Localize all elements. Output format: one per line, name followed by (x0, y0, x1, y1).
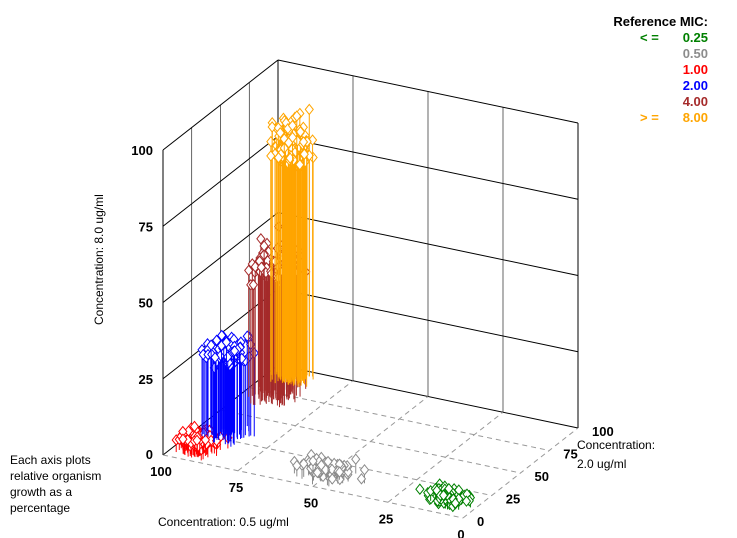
data-point (242, 330, 252, 343)
data-point (359, 464, 370, 476)
data-point (461, 495, 472, 507)
floor-grid-y-50 (220, 409, 521, 474)
y-tick-75: 75 (563, 447, 577, 462)
floor-grid-y-75 (249, 387, 550, 451)
data-point (212, 334, 222, 347)
data-point (298, 136, 309, 148)
legend-value: 0.25 (682, 30, 708, 45)
data-point (450, 497, 460, 509)
data-point (323, 455, 333, 468)
data-point (327, 473, 337, 485)
data-point (343, 466, 353, 478)
data-point (266, 135, 276, 148)
series-0.25 (415, 478, 476, 513)
data-point (438, 489, 449, 502)
series-0.50 (289, 448, 370, 487)
data-point (248, 279, 259, 291)
data-point (192, 434, 202, 447)
legend-value: 0.50 (682, 46, 708, 61)
x-tick-50: 50 (304, 496, 318, 511)
data-point (267, 121, 277, 133)
floor-grid-y-0 (162, 454, 464, 519)
data-point (210, 351, 220, 364)
data-point (256, 261, 267, 274)
data-point (266, 150, 276, 162)
legend-title: Reference MIC: (613, 14, 708, 29)
legend-value: 4.00 (682, 94, 708, 109)
data-point (334, 466, 345, 478)
legend-entry-4.00: 4.00 (596, 94, 708, 109)
y-tick-25: 25 (506, 492, 520, 507)
series-8.00 (266, 103, 318, 387)
legend-operator (640, 46, 674, 61)
y-axis-title-line-1: Concentration: (577, 438, 655, 452)
data-point (256, 232, 266, 245)
series-2.00 (197, 329, 259, 447)
y-tick-50: 50 (535, 469, 549, 484)
data-point (223, 351, 233, 363)
data-point (444, 482, 454, 495)
data-point (259, 240, 269, 252)
legend-entry-2.00: 2.00 (596, 78, 708, 93)
data-point (249, 347, 259, 359)
z-tick-75: 75 (139, 219, 153, 234)
data-point (304, 103, 314, 116)
legend-entries: < = 0.25 0.50 1.00 2.00 4.00 > = 8.00 (596, 30, 708, 125)
legend: Reference MIC: < = 0.25 0.50 1.00 2.00 4.00 > … (596, 14, 708, 125)
legend-entry-0.25: < = 0.25 (596, 30, 708, 45)
legend-operator: < = (640, 30, 659, 45)
legend-value: 8.00 (682, 110, 708, 125)
data-point (200, 434, 211, 446)
legend-entry-8.00: > = 8.00 (596, 110, 708, 125)
data-point (295, 158, 305, 171)
data-point (229, 345, 240, 357)
z-tick-100: 100 (131, 143, 153, 158)
data-point (308, 455, 318, 467)
legend-value: 1.00 (682, 62, 708, 77)
data-point (295, 125, 306, 138)
data-point (221, 336, 232, 349)
y-tick-100: 100 (592, 424, 614, 439)
data-point (292, 110, 302, 122)
data-point (415, 483, 425, 496)
legend-operator (640, 62, 674, 77)
z-tick-25: 25 (139, 372, 153, 387)
legend-entry-1.00: 1.00 (596, 62, 708, 77)
data-marks (171, 103, 476, 513)
data-point (244, 264, 254, 277)
data-point (273, 151, 284, 164)
z-tick-0: 0 (146, 447, 153, 462)
series-1.00 (171, 420, 233, 461)
data-point (299, 148, 309, 161)
data-point (356, 473, 367, 485)
data-point (287, 131, 298, 144)
tick-labels: 25 50 75 100 0 100 75 50 25 0 0 25 50 75 100 (131, 143, 613, 538)
y-axis-title-line-2: 2.0 ug/ml (577, 457, 626, 471)
data-point (178, 433, 188, 446)
z-axis-title: Concentration: 8.0 ug/ml (92, 194, 106, 325)
x-tick-75: 75 (229, 480, 243, 495)
data-point (287, 119, 298, 132)
data-point (206, 339, 216, 351)
legend-operator: > = (640, 110, 659, 125)
data-point (307, 134, 318, 146)
legend-entry-0.50: 0.50 (596, 46, 708, 61)
y-tick-0: 0 (477, 514, 484, 529)
x-tick-100: 100 (150, 464, 172, 479)
legend-value: 2.00 (682, 78, 708, 93)
x-axis-title: Concentration: 0.5 ug/ml (158, 515, 289, 529)
footnote: Each axis plots relative organism growth… (10, 453, 102, 515)
x-tick-0: 0 (457, 527, 464, 538)
z-tick-50: 50 (139, 296, 153, 311)
legend-operator (640, 94, 674, 109)
data-point (312, 466, 323, 479)
data-point (299, 458, 309, 470)
data-point (275, 126, 285, 139)
data-point (250, 261, 260, 273)
legend-operator (640, 78, 674, 93)
data-point (351, 453, 361, 466)
x-tick-25: 25 (379, 511, 393, 526)
